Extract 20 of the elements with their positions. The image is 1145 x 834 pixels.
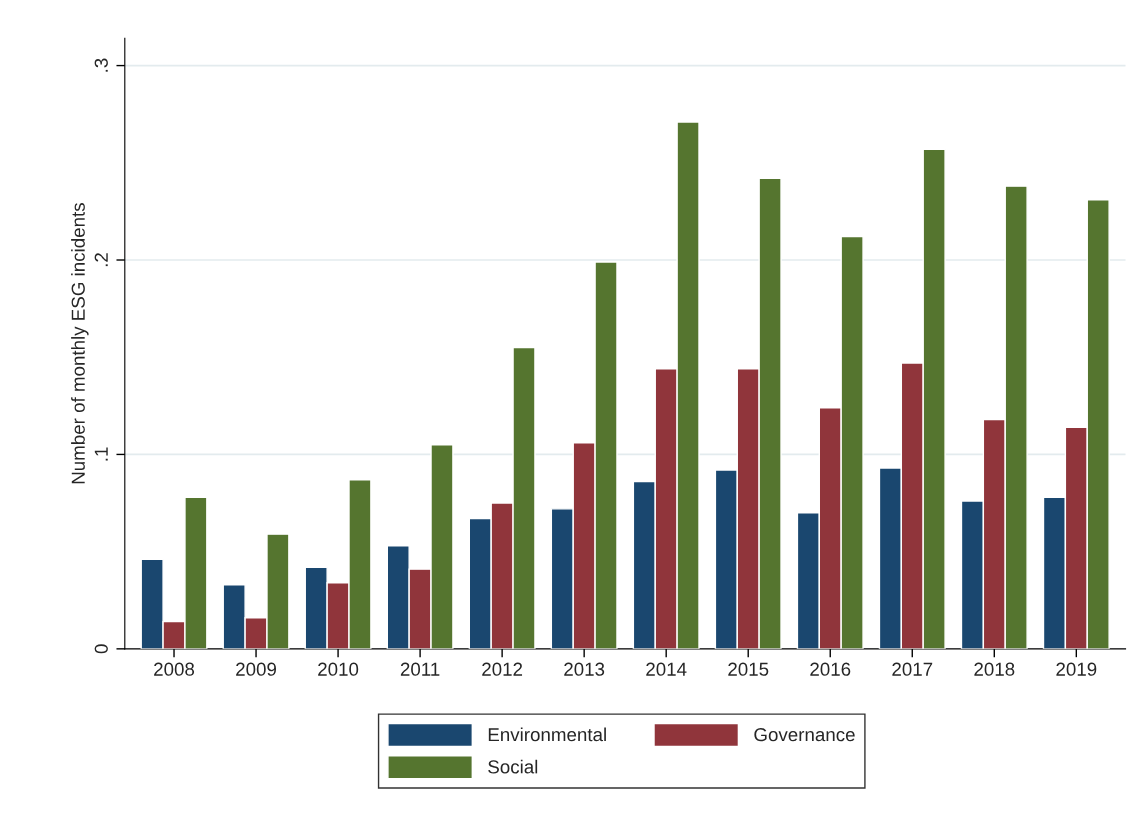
x-tick-label: 2017 xyxy=(892,662,933,676)
y-tick-label: 0 xyxy=(94,644,108,654)
x-tick-label: 2009 xyxy=(236,662,277,676)
x-tick-label: 2008 xyxy=(154,662,195,676)
y-tick-label: .2 xyxy=(94,253,108,267)
x-tick-label: 2010 xyxy=(318,662,359,676)
x-tick-label: 2015 xyxy=(728,662,769,676)
legend-label: Social xyxy=(488,759,538,774)
x-tick-label: 2019 xyxy=(1056,662,1097,676)
x-tick-label: 2018 xyxy=(974,662,1015,676)
x-tick-label: 2011 xyxy=(400,662,440,676)
y-axis-title: Number of monthly ESG incidents xyxy=(71,203,89,484)
x-tick-label: 2016 xyxy=(810,662,851,676)
y-tick-label: .3 xyxy=(94,58,108,72)
x-tick-label: 2013 xyxy=(564,662,605,676)
x-tick-label: 2012 xyxy=(482,662,523,676)
legend-label: Environmental xyxy=(488,727,606,742)
legend-label: Governance xyxy=(754,728,855,742)
y-tick-label: .1 xyxy=(94,447,108,461)
x-tick-label: 2014 xyxy=(646,662,687,676)
